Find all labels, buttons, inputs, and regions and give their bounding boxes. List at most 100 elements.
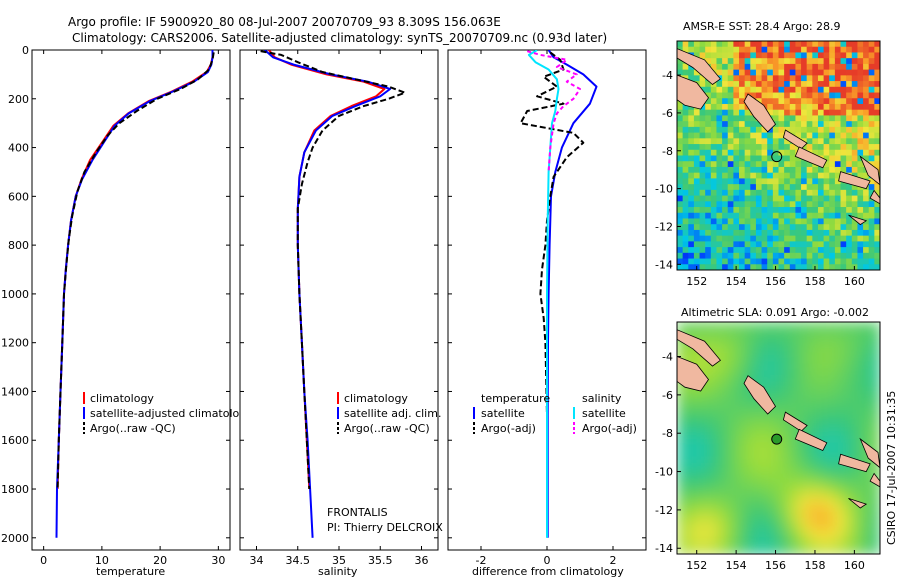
sst-cell [840,195,847,202]
sla-cell [789,438,802,451]
sst-cell [710,241,718,248]
sst-cell [677,178,684,185]
sst-cell [767,264,774,270]
sst-cell [851,58,859,65]
sst-cell [767,58,774,65]
sst-cell [784,63,791,71]
sst-cell [739,132,746,139]
sla-cell [722,507,734,520]
sst-cell [739,241,746,248]
sst-cell [755,166,763,174]
sla-cell [722,484,734,497]
sst-cell [834,178,842,185]
sst-cell [863,224,870,231]
sst-cell [829,132,836,139]
sla-cell [801,449,813,462]
sst-cell [834,201,842,208]
sst-cell [705,138,712,145]
sst-cell [733,189,740,197]
sla-cell [744,356,757,369]
sst-cell [716,229,723,237]
sla-cell [722,345,734,358]
sst-cell [789,247,797,254]
sst-cell [784,144,791,151]
sst-cell [677,189,684,197]
sst-cell [761,218,768,225]
sst-cell [834,241,842,248]
sla-lon-label: 158 [804,559,825,572]
sst-cell [801,109,808,117]
sst-cell [682,258,689,265]
sla-cell [699,368,712,381]
sla-cell [823,438,836,451]
sst-cell [868,161,875,168]
sst-cell [744,252,751,260]
sst-cell [716,155,723,162]
sst-cell [682,115,689,122]
sst-cell [823,212,830,220]
sst-cell [840,144,847,151]
sst-cell [874,149,880,157]
sla-cell [857,345,870,358]
sst-cell [834,52,842,59]
sst-cell [778,252,785,260]
sst-cell [739,258,746,265]
sst-cell [874,189,880,197]
sla-cell [767,333,780,346]
sst-cell [851,69,859,76]
sst-cell [772,155,780,162]
sst-cell [761,92,768,99]
sst-cell [705,258,712,265]
sst-cell [846,132,853,139]
sla-cell [868,530,880,543]
sst-cell [755,189,763,197]
sst-cell [693,218,701,225]
sst-cell [823,41,830,48]
sst-cell [693,172,701,179]
sla-cell [722,356,734,369]
sst-cell [823,264,830,270]
sst-cell [727,58,734,65]
sst-cell [682,184,689,191]
salinity-annotation-frontalis: FRONTALIS [327,506,388,519]
sst-cell [817,258,825,265]
sst-cell [789,81,797,88]
sst-cell [772,212,780,220]
sst-cell [868,264,875,270]
sst-cell [801,212,808,220]
sst-cell [846,195,853,202]
sst-cell [739,109,746,117]
sst-cell [710,81,718,88]
sst-cell [739,92,746,99]
sst-cell [722,155,729,162]
sst-cell [710,103,718,111]
sst-cell [868,103,875,111]
sla-cell [699,496,712,509]
salinity-xtick-label: 34 [250,554,264,567]
sla-cell [846,426,859,439]
sst-cell [784,195,791,202]
sst-cell [868,178,875,185]
sst-cell [851,121,859,128]
sst-cell [699,201,706,208]
sla-cell [733,484,746,497]
sst-cell [722,235,729,242]
sst-cell [716,195,723,202]
sla-cell [767,345,780,358]
sst-cell [806,69,813,76]
sst-cell [795,241,802,248]
sst-cell [727,258,734,265]
sst-cell [784,218,791,225]
sst-cell [772,161,780,168]
sst-cell [677,172,684,179]
sst-cell [772,144,780,151]
sla-cell [846,496,859,509]
sst-cell [806,75,813,82]
sst-cell [846,126,853,134]
sst-cell [778,63,785,71]
sst-cell [722,144,729,151]
sst-cell [829,46,836,54]
sst-cell [834,126,842,134]
sla-cell [857,519,870,532]
sst-cell [710,41,718,48]
